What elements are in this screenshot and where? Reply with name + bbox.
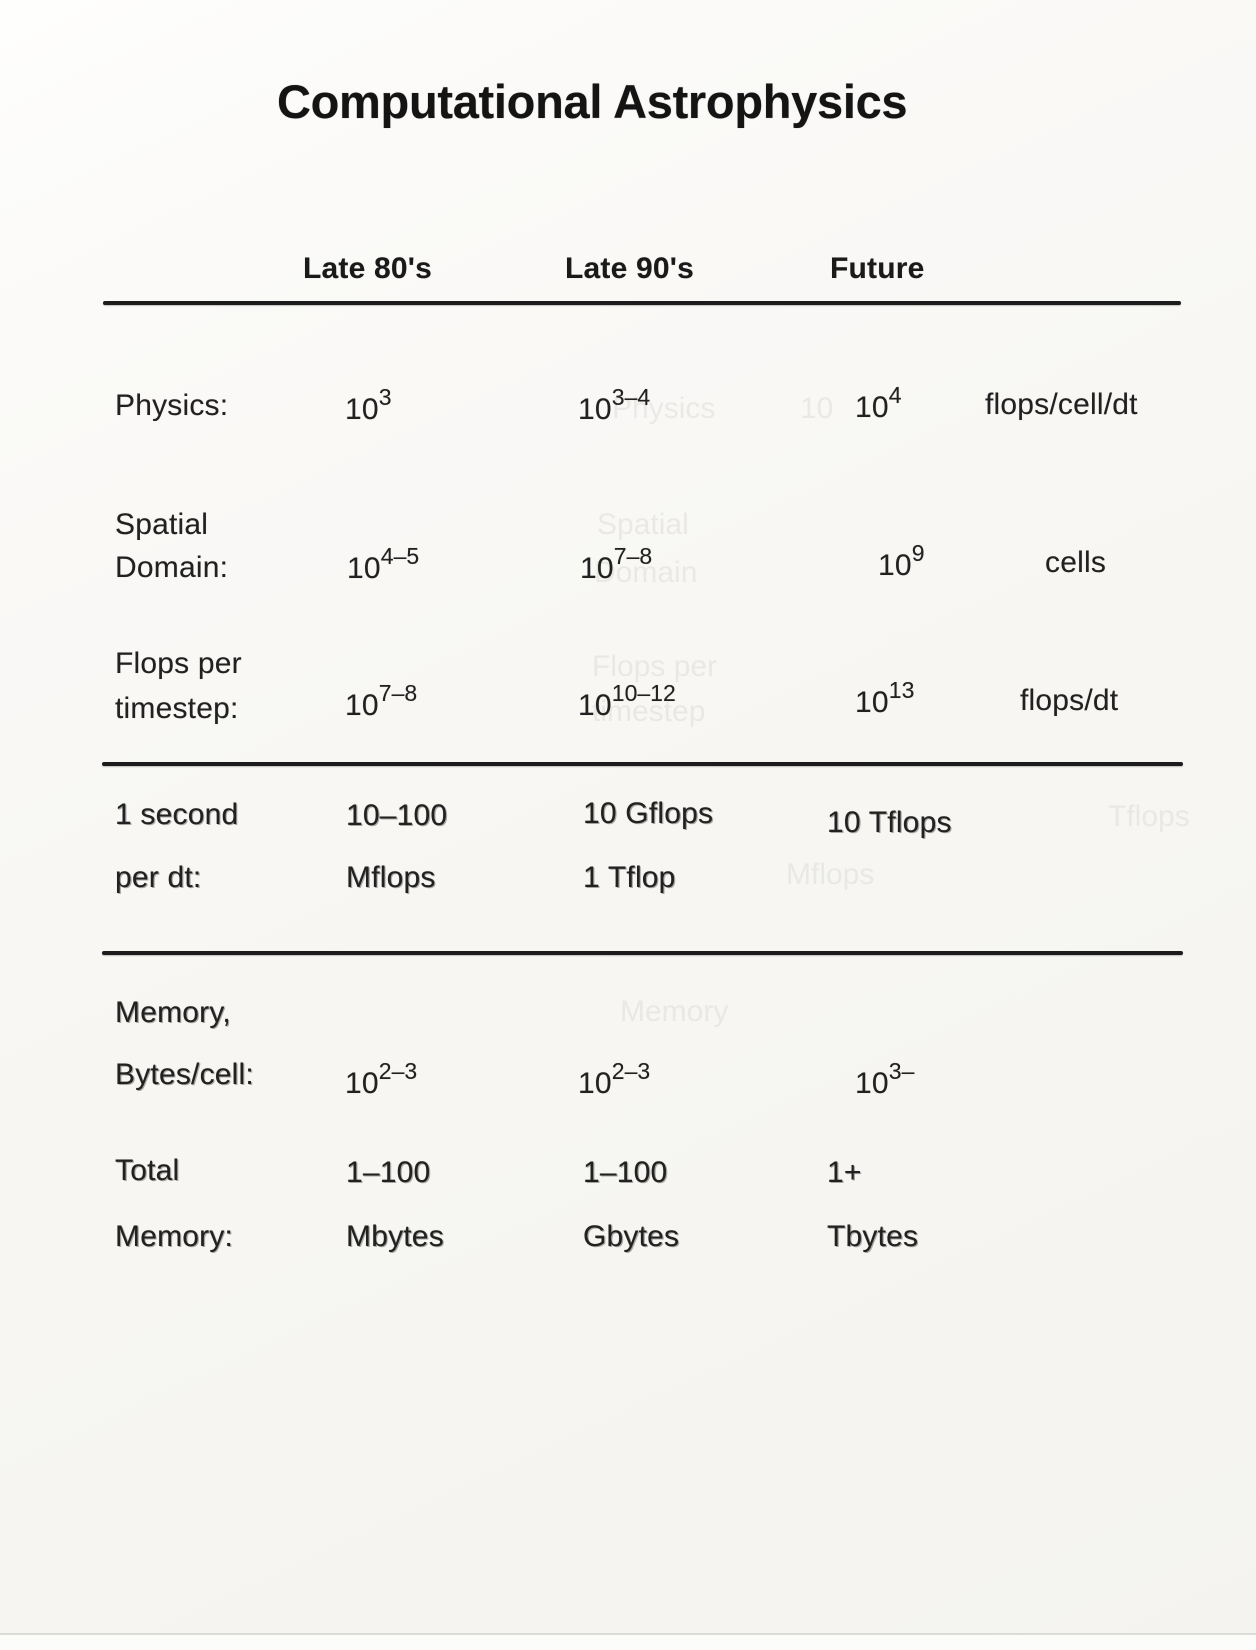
ghost-text-artifact: Physics	[612, 392, 716, 425]
value-total-late80s-line1: 1–100	[346, 1156, 431, 1189]
row-label-speed-line1: 1 second	[115, 798, 239, 831]
header-rule	[103, 301, 1181, 305]
row-label-membytes-line1: Memory,	[115, 996, 231, 1029]
ghost-text-artifact: Flops per	[592, 650, 718, 683]
value-membytes-future: 103–	[855, 1058, 915, 1100]
value-membytes-late80s: 102–3	[345, 1058, 418, 1100]
column-header-future: Future	[830, 252, 925, 285]
section-rule-1	[102, 762, 1183, 766]
value-spatial-late80s: 104–5	[347, 543, 420, 585]
row-label-total-line2: Memory:	[115, 1220, 234, 1253]
row-label-spatial-line1: Spatial	[115, 508, 209, 541]
unit-flops: flops/dt	[1020, 684, 1119, 717]
row-label-speed-line2: per dt:	[115, 861, 202, 894]
value-speed-late90s-line1: 10 Gflops	[583, 797, 714, 830]
value-total-future-line2: Tbytes	[827, 1220, 919, 1253]
unit-spatial: cells	[1045, 546, 1107, 579]
value-flops-late80s: 107–8	[345, 680, 418, 722]
value-speed-late80s-line1: 10–100	[346, 799, 448, 832]
row-label-membytes-line2: Bytes/cell:	[115, 1058, 254, 1091]
ghost-text-artifact: Memory	[620, 995, 729, 1028]
value-speed-future: 10 Tflops	[827, 806, 952, 839]
section-rule-2	[102, 951, 1183, 955]
row-label-flops-line1: Flops per	[115, 647, 242, 680]
value-flops-late90s: 1010–12	[578, 680, 676, 722]
column-header-late-90s: Late 90's	[565, 252, 695, 285]
row-label-physics: Physics:	[115, 389, 229, 422]
value-spatial-late90s: 107–8	[580, 543, 653, 585]
row-label-total-line1: Total	[115, 1154, 180, 1187]
ghost-text-artifact: timestep	[592, 695, 706, 728]
scan-edge-strip	[0, 1635, 1256, 1650]
value-physics-late90s: 103–4	[578, 384, 651, 426]
scan-edge-line	[0, 1633, 1256, 1635]
ghost-text-artifact: Spatial	[597, 508, 689, 541]
ghost-text-artifact: Domain	[594, 556, 698, 589]
value-total-late80s-line2: Mbytes	[346, 1220, 444, 1253]
value-membytes-late90s: 102–3	[578, 1058, 651, 1100]
unit-physics: flops/cell/dt	[985, 388, 1138, 421]
ghost-text-artifact: Mflops	[786, 858, 875, 891]
value-spatial-future: 109	[878, 540, 925, 582]
value-total-late90s-line1: 1–100	[583, 1156, 668, 1189]
value-total-future-line1: 1+	[827, 1156, 862, 1189]
page-title: Computational Astrophysics	[277, 75, 908, 128]
value-physics-late80s: 103	[345, 384, 392, 426]
row-label-spatial-line2: Domain:	[115, 551, 229, 584]
value-flops-future: 1013	[855, 677, 915, 719]
value-physics-future: 104	[855, 382, 902, 424]
row-label-flops-line2: timestep:	[115, 692, 239, 725]
value-speed-late80s-line2: Mflops	[346, 861, 436, 894]
ghost-text-artifact: Tflops	[1108, 800, 1190, 833]
value-speed-late90s-line2: 1 Tflop	[583, 861, 676, 894]
column-header-late-80s: Late 80's	[303, 252, 433, 285]
value-total-late90s-line2: Gbytes	[583, 1220, 680, 1253]
ghost-text-artifact: 10	[800, 392, 834, 425]
